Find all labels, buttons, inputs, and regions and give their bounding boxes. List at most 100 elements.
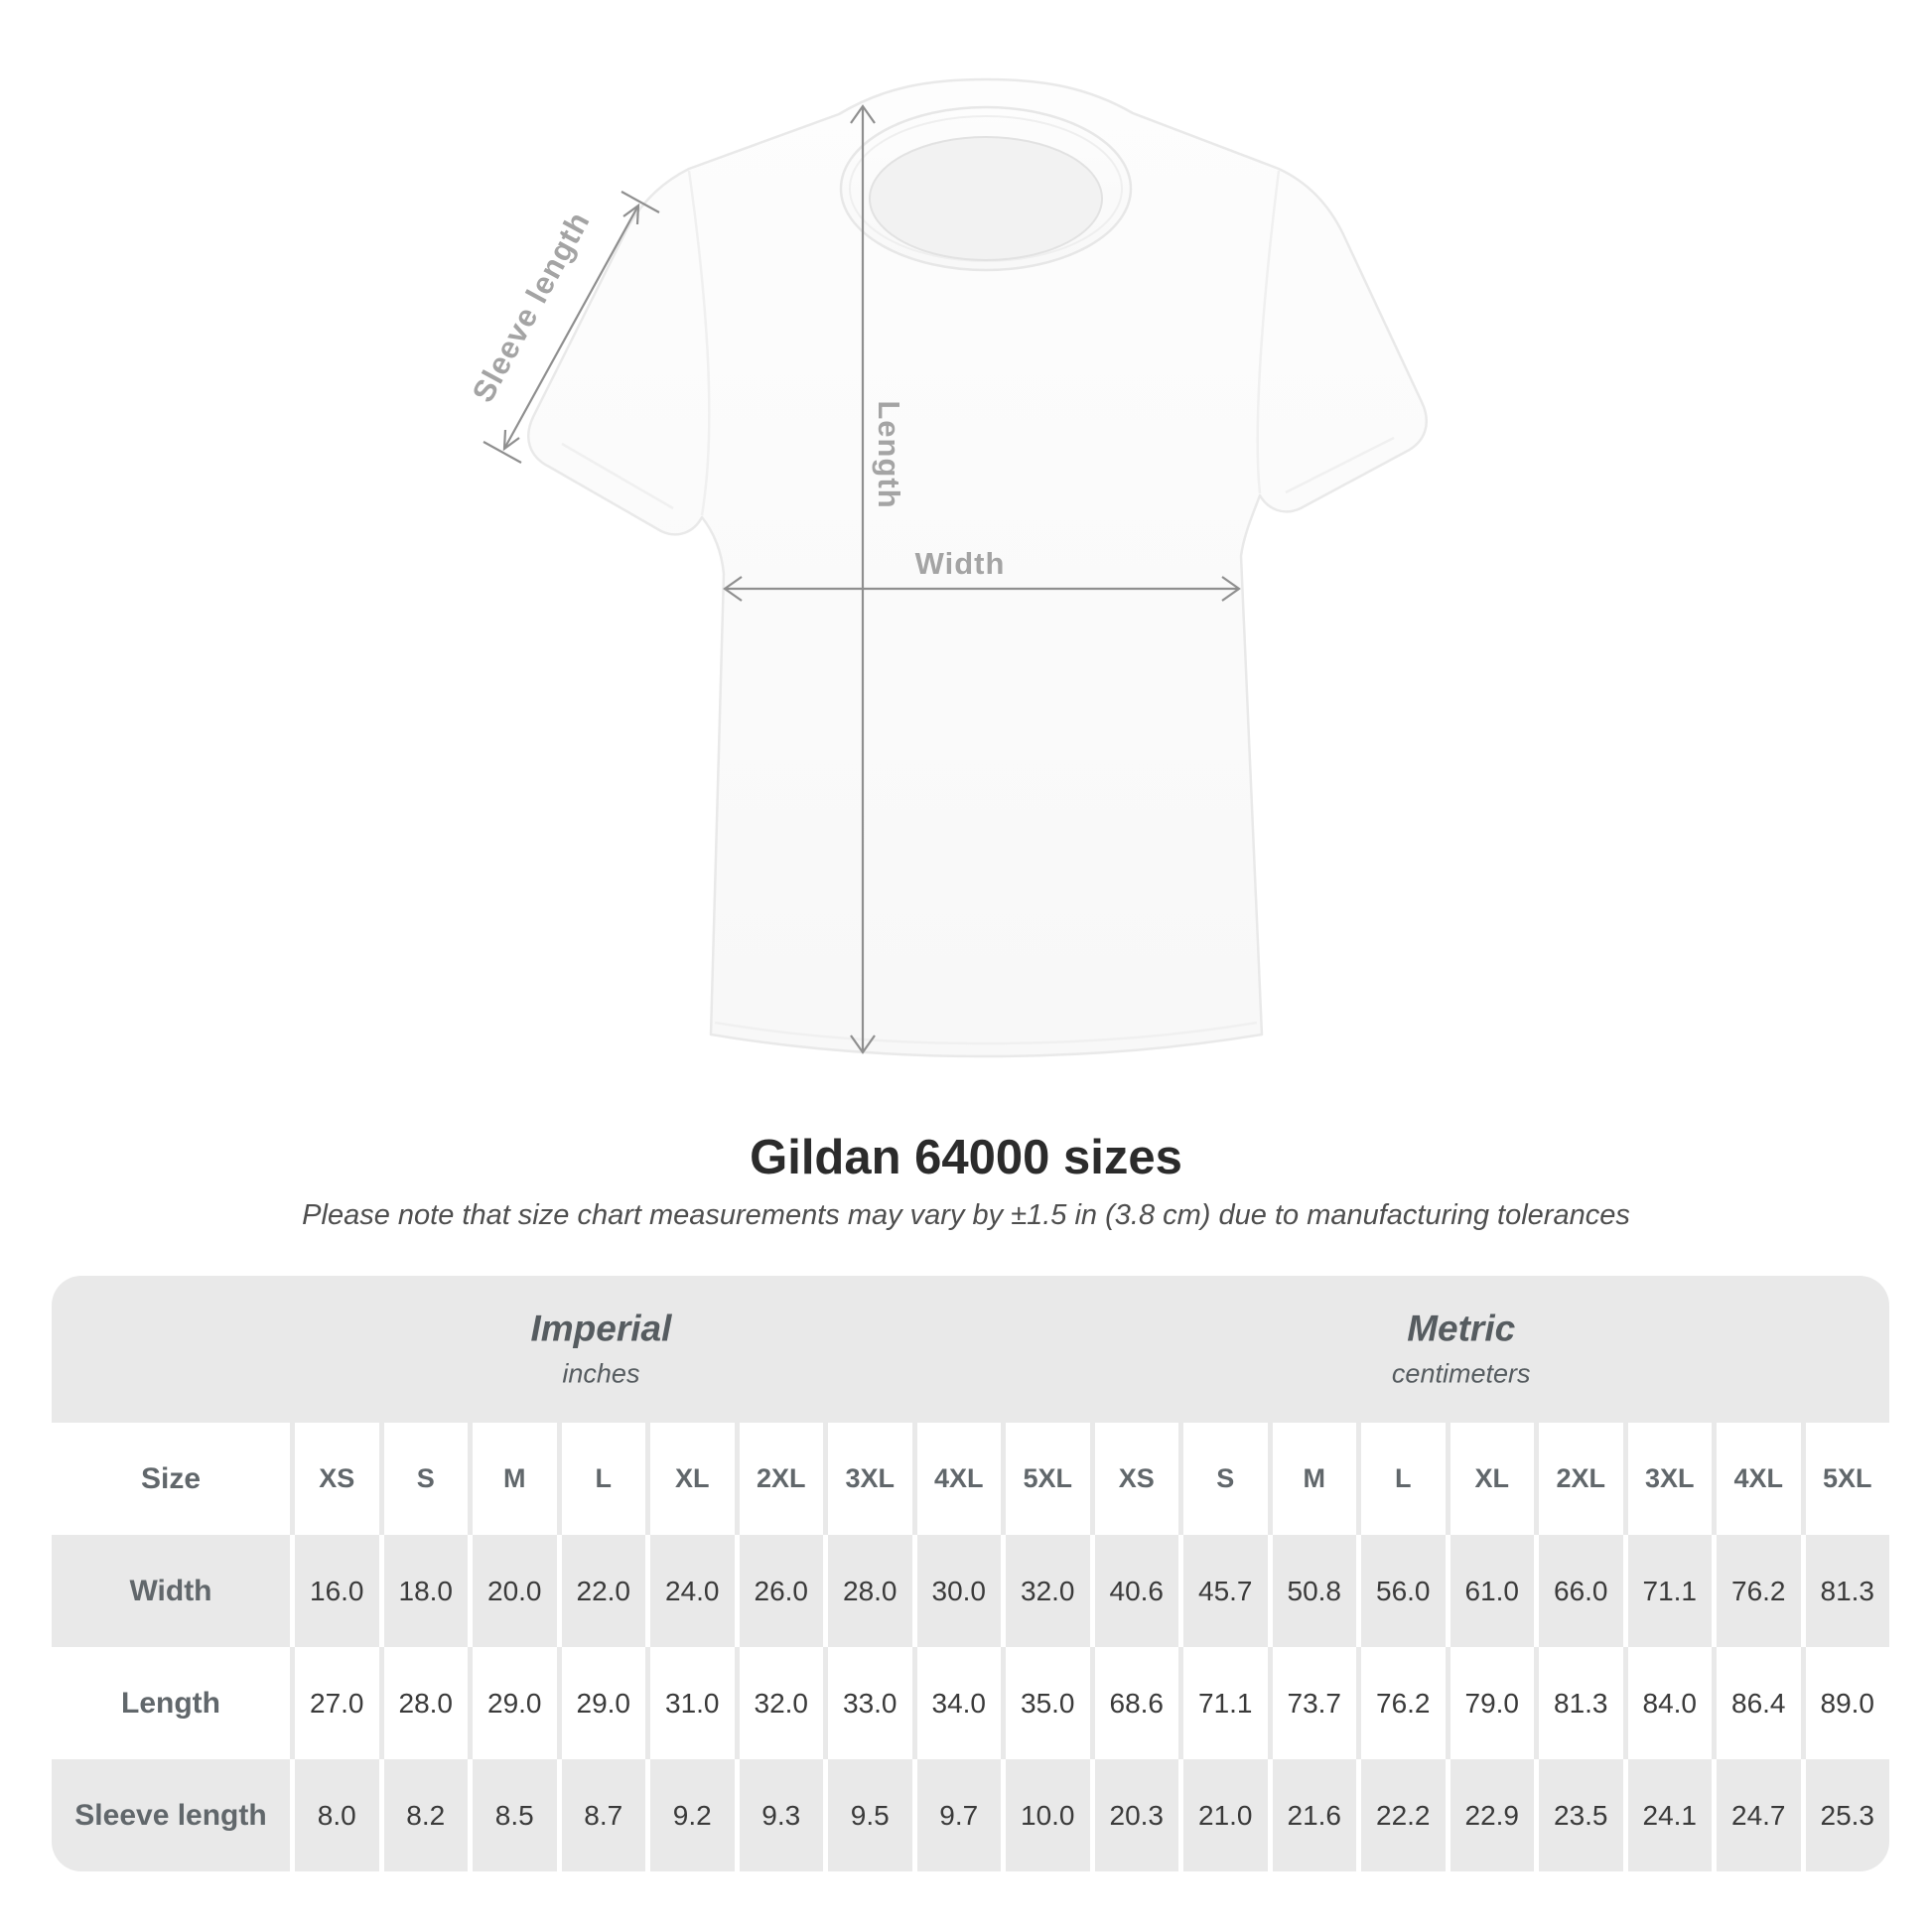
metric-value-cell: 61.0 (1445, 1535, 1535, 1647)
metric-value-cell: 71.1 (1622, 1535, 1713, 1647)
metric-value-cell: 68.6 (1089, 1647, 1179, 1759)
imperial-value-cell: 9.2 (645, 1759, 735, 1871)
metric-value-cell: 76.2 (1712, 1535, 1801, 1647)
metric-value-cell: 24.7 (1712, 1759, 1801, 1871)
sleeve-length-arrow (483, 191, 660, 464)
imperial-value-cell: 8.2 (378, 1759, 469, 1871)
imperial-value-cell: 34.0 (911, 1647, 1002, 1759)
size-header-cell: 5XL (1001, 1423, 1090, 1535)
imperial-value-cell: 27.0 (290, 1647, 379, 1759)
imperial-value-cell: 18.0 (378, 1535, 469, 1647)
metric-value-cell: 86.4 (1712, 1647, 1801, 1759)
imperial-value-cell: 29.0 (556, 1647, 646, 1759)
size-header-cell: M (468, 1423, 557, 1535)
tolerance-note: Please note that size chart measurements… (302, 1199, 1630, 1231)
imperial-value-cell: 29.0 (468, 1647, 557, 1759)
metric-value-cell: 40.6 (1089, 1535, 1179, 1647)
metric-value-cell: 21.6 (1267, 1759, 1357, 1871)
length-label: Length (872, 400, 906, 508)
unit-group-band: Imperial inches Metric centimeters (52, 1276, 1889, 1423)
size-header-row: Size XS S M L XL 2XL 3XL 4XL 5XL XS S M L XL 2XL 3XL 4XL 5… (52, 1423, 1889, 1535)
tshirt-measurement-diagram: Width Length Sleeve length (466, 77, 1428, 1058)
imperial-value-cell: 9.5 (823, 1759, 912, 1871)
metric-value-cell: 45.7 (1178, 1535, 1268, 1647)
imperial-value-cell: 33.0 (823, 1647, 912, 1759)
size-header-cell: 2XL (1534, 1423, 1623, 1535)
measurement-row-length: Length 27.0 28.0 29.0 29.0 31.0 32.0 33.0 34.0 35… (52, 1647, 1889, 1759)
size-table: Imperial inches Metric centimeters Size X… (52, 1276, 1889, 1871)
imperial-value-cell: 28.0 (823, 1535, 912, 1647)
metric-value-cell: 79.0 (1445, 1647, 1535, 1759)
tshirt-body (527, 77, 1428, 1058)
size-header-cell: 4XL (911, 1423, 1002, 1535)
imperial-value-cell: 8.5 (468, 1759, 557, 1871)
metric-value-cell: 22.9 (1445, 1759, 1535, 1871)
imperial-value-cell: 16.0 (290, 1535, 379, 1647)
length-arrow (850, 104, 876, 1054)
measurement-row-width: Width 16.0 18.0 20.0 22.0 24.0 26.0 28.0 30.0 32.… (52, 1535, 1889, 1647)
unit-group-unit: inches (562, 1358, 640, 1389)
size-header-cell: S (1178, 1423, 1268, 1535)
imperial-value-cell: 9.7 (911, 1759, 1002, 1871)
row-label: Length (121, 1686, 220, 1720)
metric-value-cell: 81.3 (1800, 1535, 1890, 1647)
metric-value-cell: 73.7 (1267, 1647, 1357, 1759)
measurement-row-sleeve-length: Sleeve length 8.0 8.2 8.5 8.7 9.2 9.3 9.5 9.7 10.… (52, 1759, 1889, 1871)
imperial-value-cell: 31.0 (645, 1647, 735, 1759)
metric-value-cell: 23.5 (1534, 1759, 1623, 1871)
metric-value-cell: 24.1 (1622, 1759, 1713, 1871)
width-label: Width (915, 546, 1006, 581)
imperial-value-cell: 22.0 (556, 1535, 646, 1647)
metric-value-cell: 21.0 (1178, 1759, 1268, 1871)
size-table-grid: Size XS S M L XL 2XL 3XL 4XL 5XL XS S M L XL 2XL 3XL 4XL 5… (52, 1423, 1889, 1871)
size-header-cell: XL (645, 1423, 735, 1535)
page-title: Gildan 64000 sizes (750, 1131, 1182, 1184)
metric-value-cell: 50.8 (1267, 1535, 1357, 1647)
imperial-value-cell: 28.0 (378, 1647, 469, 1759)
tshirt-graphic (527, 77, 1428, 1058)
row-label: Width (129, 1574, 212, 1607)
size-header-cell: 5XL (1800, 1423, 1890, 1535)
metric-value-cell: 81.3 (1534, 1647, 1623, 1759)
imperial-value-cell: 26.0 (734, 1535, 824, 1647)
size-header-cell: XL (1445, 1423, 1535, 1535)
tshirt-seams (561, 170, 1395, 1045)
unit-group-name: Imperial (530, 1308, 672, 1349)
imperial-value-cell: 10.0 (1001, 1759, 1090, 1871)
metric-value-cell: 20.3 (1089, 1759, 1179, 1871)
size-header-cell: L (1356, 1423, 1446, 1535)
size-column-header: Size (140, 1461, 202, 1495)
metric-value-cell: 22.2 (1356, 1759, 1446, 1871)
imperial-value-cell: 24.0 (645, 1535, 735, 1647)
collar-opening (869, 136, 1103, 261)
size-header-cell: XS (290, 1423, 379, 1535)
size-header-cell: 3XL (823, 1423, 912, 1535)
metric-value-cell: 76.2 (1356, 1647, 1446, 1759)
metric-value-cell: 84.0 (1622, 1647, 1713, 1759)
unit-group-imperial: Imperial inches (530, 1308, 672, 1390)
size-header-cell: 4XL (1712, 1423, 1801, 1535)
imperial-value-cell: 32.0 (1001, 1535, 1090, 1647)
size-header-cell: 3XL (1622, 1423, 1713, 1535)
size-header-cell: L (556, 1423, 646, 1535)
imperial-value-cell: 32.0 (734, 1647, 824, 1759)
imperial-value-cell: 30.0 (911, 1535, 1002, 1647)
unit-group-metric: Metric centimeters (1391, 1308, 1531, 1390)
unit-group-unit: centimeters (1391, 1358, 1531, 1389)
size-header-cell: XS (1089, 1423, 1179, 1535)
imperial-value-cell: 9.3 (734, 1759, 824, 1871)
metric-value-cell: 66.0 (1534, 1535, 1623, 1647)
imperial-value-cell: 35.0 (1001, 1647, 1090, 1759)
size-header-cell: 2XL (734, 1423, 824, 1535)
size-header-cell: M (1267, 1423, 1357, 1535)
imperial-value-cell: 8.7 (556, 1759, 646, 1871)
imperial-value-cell: 8.0 (290, 1759, 379, 1871)
metric-value-cell: 71.1 (1178, 1647, 1268, 1759)
width-arrow (723, 576, 1241, 602)
unit-group-name: Metric (1407, 1308, 1516, 1349)
size-header-cell: S (378, 1423, 469, 1535)
metric-value-cell: 56.0 (1356, 1535, 1446, 1647)
metric-value-cell: 89.0 (1800, 1647, 1890, 1759)
row-label: Sleeve length (74, 1798, 267, 1832)
metric-value-cell: 25.3 (1800, 1759, 1890, 1871)
